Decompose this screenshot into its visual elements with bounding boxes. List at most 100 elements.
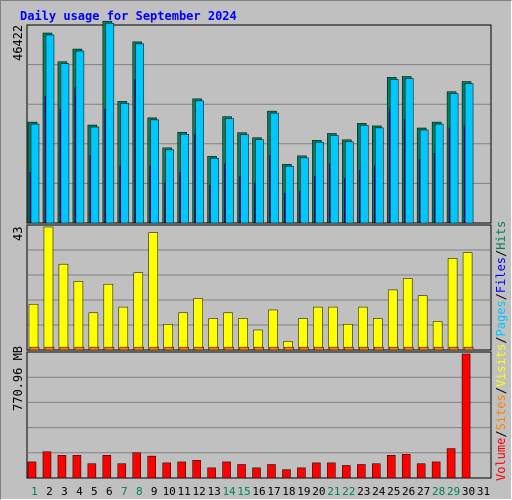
bar-sites-21 — [329, 346, 339, 351]
bar-sites-26 — [403, 346, 414, 351]
x-tick-label-7: 7 — [121, 485, 128, 498]
bar-volume-1 — [27, 461, 37, 479]
x-tick-label-13: 13 — [207, 485, 220, 498]
bar-pages-11 — [180, 133, 189, 224]
bar-volume-12 — [192, 460, 201, 479]
bar-volume-8 — [132, 452, 142, 479]
x-tick-label-5: 5 — [91, 485, 98, 498]
x-tick-label-10: 10 — [163, 485, 176, 498]
bar-volume-4 — [72, 455, 82, 479]
bar-volume-3 — [57, 455, 67, 479]
bar-pages-14 — [225, 118, 234, 224]
bar-sites-8 — [134, 346, 145, 351]
x-tick-label-8: 8 — [136, 485, 143, 498]
x-tick-label-2: 2 — [46, 485, 53, 498]
x-tick-label-28: 28 — [432, 485, 445, 498]
x-tick-label-21: 21 — [327, 485, 340, 498]
bar-volume-30 — [461, 353, 471, 479]
bar-sites-28 — [433, 346, 444, 351]
bar-pages-26 — [404, 78, 414, 224]
bar-volume-26 — [401, 454, 411, 479]
bar-volume-13 — [207, 467, 216, 479]
bar-volume-23 — [357, 464, 366, 479]
bar-pages-25 — [389, 79, 399, 224]
bar-pages-19 — [300, 157, 309, 224]
bar-visits-19 — [298, 318, 308, 351]
bar-visits-2 — [43, 226, 54, 351]
bar-volume-2 — [42, 451, 52, 479]
bar-sites-27 — [418, 346, 429, 351]
bar-pages-8 — [135, 43, 145, 224]
bar-pages-12 — [195, 100, 204, 224]
bar-volume-29 — [446, 448, 456, 479]
bar-sites-1 — [29, 346, 40, 351]
bar-sites-25 — [388, 346, 399, 351]
bar-volume-21 — [327, 462, 336, 479]
bar-visits-10 — [163, 324, 173, 351]
bar-sites-17 — [269, 346, 279, 351]
bar-sites-19 — [299, 346, 309, 351]
x-tick-label-19: 19 — [297, 485, 310, 498]
bar-pages-28 — [434, 123, 444, 224]
x-tick-label-23: 23 — [357, 485, 370, 498]
bar-pages-1 — [30, 123, 40, 224]
x-tick-label-25: 25 — [387, 485, 400, 498]
bar-pages-6 — [105, 22, 115, 224]
x-tick-label-30: 30 — [462, 485, 475, 498]
x-tick-label-31: 31 — [477, 485, 490, 498]
x-tick-label-24: 24 — [372, 485, 386, 498]
bar-visits-12 — [193, 298, 203, 351]
bar-volume-5 — [87, 463, 97, 479]
bar-visits-13 — [208, 318, 218, 351]
bar-sites-20 — [314, 346, 324, 351]
bar-visits-20 — [313, 306, 323, 351]
bar-sites-18 — [284, 346, 294, 351]
bar-volume-15 — [237, 464, 246, 479]
bar-volume-24 — [372, 463, 381, 479]
bar-pages-2 — [45, 34, 55, 224]
bar-pages-7 — [120, 103, 130, 224]
x-tick-label-18: 18 — [282, 485, 295, 498]
x-tick-label-15: 15 — [237, 485, 250, 498]
bar-sites-23 — [359, 346, 369, 351]
x-tick-label-27: 27 — [417, 485, 430, 498]
x-tick-label-4: 4 — [76, 485, 83, 498]
bar-visits-30 — [462, 252, 473, 351]
bar-pages-18 — [285, 166, 294, 224]
x-tick-label-12: 12 — [193, 485, 206, 498]
bar-pages-3 — [60, 63, 70, 224]
bar-sites-2 — [44, 346, 55, 351]
bar-sites-3 — [59, 346, 70, 351]
x-tick-label-22: 22 — [342, 485, 355, 498]
x-tick-label-16: 16 — [252, 485, 265, 498]
bar-sites-6 — [104, 346, 115, 351]
bar-visits-23 — [358, 306, 368, 351]
bar-volume-9 — [147, 455, 156, 479]
bar-visits-24 — [373, 318, 383, 351]
bar-sites-14 — [224, 346, 234, 351]
bar-sites-24 — [374, 346, 384, 351]
bar-sites-16 — [254, 346, 264, 351]
bar-pages-27 — [419, 129, 429, 224]
bar-volume-7 — [117, 463, 127, 479]
bar-volume-11 — [177, 461, 186, 479]
x-tick-label-14: 14 — [222, 485, 236, 498]
bar-sites-4 — [74, 346, 85, 351]
bar-pages-17 — [270, 112, 279, 224]
bar-pages-21 — [330, 135, 339, 224]
bar-volume-22 — [342, 465, 351, 479]
bar-visits-9 — [148, 232, 158, 351]
bar-volume-18 — [282, 469, 291, 479]
bar-pages-16 — [255, 139, 264, 224]
bar-sites-30 — [463, 346, 474, 351]
bar-visits-21 — [328, 306, 338, 351]
x-tick-label-9: 9 — [151, 485, 158, 498]
x-tick-label-17: 17 — [267, 485, 280, 498]
bar-pages-13 — [210, 158, 219, 224]
bar-visits-26 — [402, 278, 413, 351]
bar-pages-29 — [449, 93, 459, 224]
bar-visits-5 — [88, 312, 99, 351]
bar-visits-14 — [223, 312, 233, 351]
